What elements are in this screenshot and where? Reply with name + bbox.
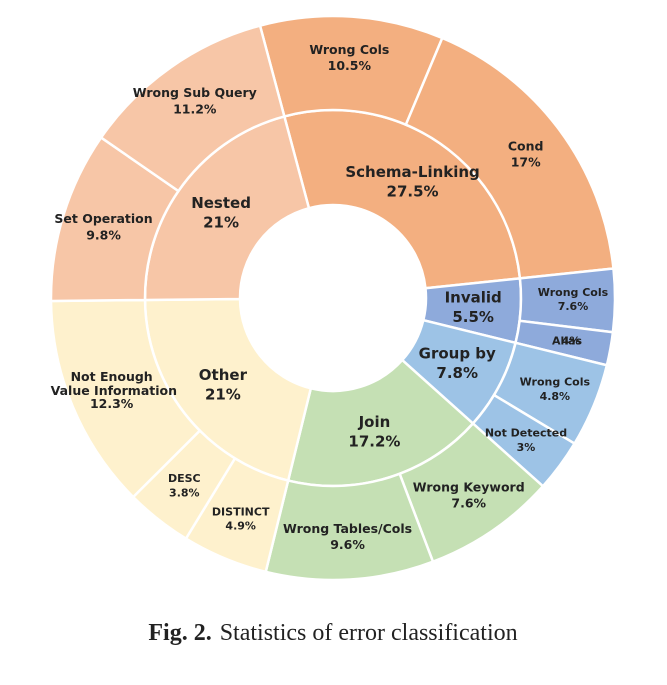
wedge-label: Nested <box>191 194 251 212</box>
wedge-label: Set Operation <box>54 211 152 226</box>
wedge-label: Wrong Cols <box>520 375 591 388</box>
wedge-label: Not Detected <box>485 427 567 440</box>
wedge-value-label: 4.8% <box>540 390 571 403</box>
wedge-value-label: 21% <box>203 213 239 231</box>
wedge-label: Wrong Cols <box>309 42 389 57</box>
wedge-value-label: 17% <box>511 155 541 170</box>
wedge-label: Other <box>199 366 248 384</box>
wedge-label: Cond <box>508 138 544 153</box>
wedge-value-label: 12.3% <box>90 396 134 411</box>
wedge-value-label: 9.8% <box>86 227 121 242</box>
wedge-value-label: 10.5% <box>328 58 372 73</box>
caption-label: Fig. 2. <box>148 620 211 646</box>
wedge-label: Schema-Linking <box>345 163 479 181</box>
wedge-value-label: 4% <box>562 334 581 347</box>
wedge-value-label: 27.5% <box>387 182 439 200</box>
wedge-value-label: 7.6% <box>558 300 589 313</box>
wedge-label: Wrong Sub Query <box>133 85 257 100</box>
wedge-value-label: 11.2% <box>173 101 217 116</box>
wedge-value-label: 21% <box>205 386 241 404</box>
wedge-value-label: 5.5% <box>452 308 494 326</box>
wedge-label: Join <box>358 413 391 431</box>
wedge-label: Wrong Cols <box>538 286 609 299</box>
wedge-value-label: 3.8% <box>169 487 200 500</box>
wedge-value-label: 7.6% <box>451 496 486 511</box>
wedge-value-label: 17.2% <box>348 432 400 450</box>
wedge-label: DESC <box>168 472 201 485</box>
wedge-label: Wrong Keyword <box>413 479 525 494</box>
caption: Fig. 2. Statistics of error classificatio… <box>148 620 517 646</box>
caption-text: Statistics of error classification <box>220 620 518 646</box>
wedge-label: Invalid <box>445 288 502 306</box>
wedge-label: Not Enough Value Information <box>46 369 177 398</box>
wedge-label: Group by <box>419 344 496 362</box>
wedge-value-label: 4.9% <box>225 520 256 533</box>
wedge-value-label: 7.8% <box>436 364 478 382</box>
wedge-label: Alias <box>552 334 582 347</box>
wedge-value-label: 9.6% <box>330 537 365 552</box>
wedge-label: Wrong Tables/Cols <box>283 521 412 536</box>
outer-wedge <box>99 24 286 193</box>
wedge-value-label: 3% <box>517 441 536 454</box>
wedge-label: DISTINCT <box>212 505 270 518</box>
